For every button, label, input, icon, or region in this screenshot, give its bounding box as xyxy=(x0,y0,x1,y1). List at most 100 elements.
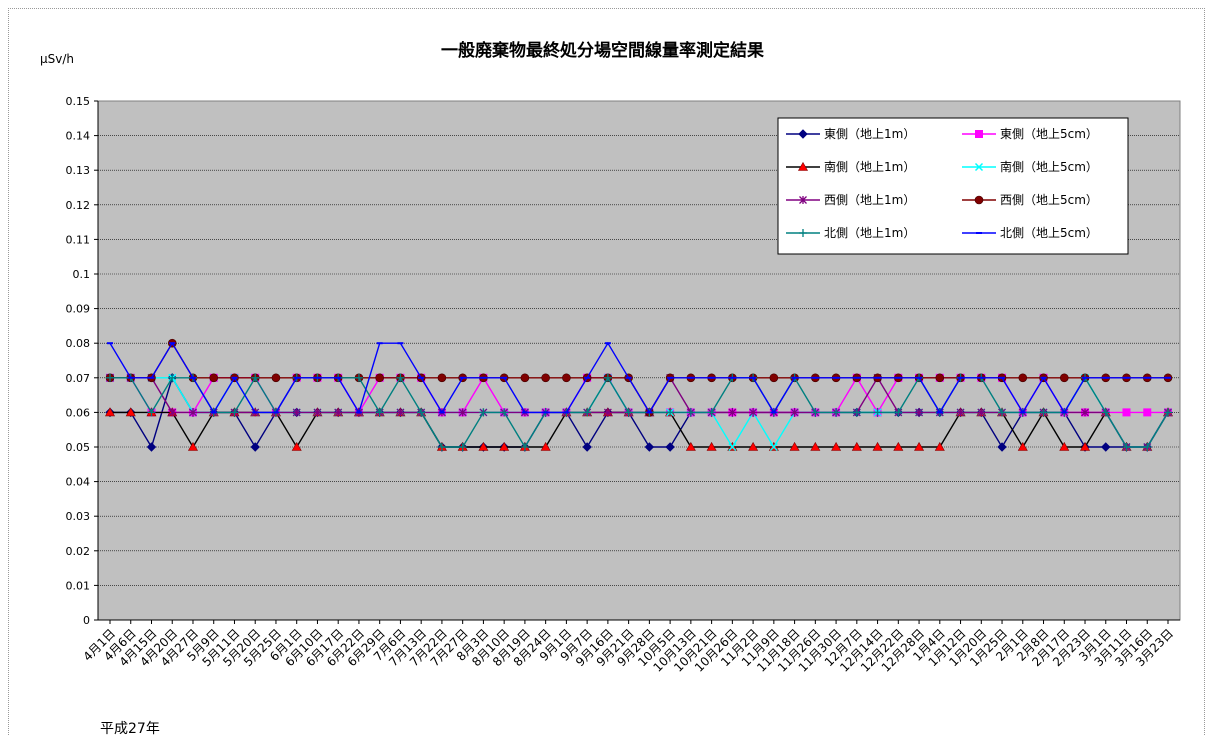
y-tick-label: 0.06 xyxy=(66,406,91,419)
data-point xyxy=(271,373,281,383)
legend-entry: 南側（地上1m） xyxy=(824,159,915,174)
data-point xyxy=(956,408,965,417)
data-point xyxy=(998,408,1007,417)
data-point xyxy=(1059,441,1070,451)
data-point xyxy=(790,408,799,417)
data-point xyxy=(334,408,343,417)
data-point xyxy=(189,408,197,417)
y-tick-label: 0.04 xyxy=(66,476,91,489)
data-point xyxy=(250,442,260,452)
data-point xyxy=(666,408,675,417)
data-point xyxy=(915,408,924,417)
data-point xyxy=(934,441,945,451)
data-point xyxy=(396,373,405,382)
data-point xyxy=(1143,443,1152,451)
chart-title: 一般廃棄物最終処分場空間線量率測定結果 xyxy=(441,41,764,61)
data-point xyxy=(500,408,509,417)
legend-swatch-marker xyxy=(799,196,807,204)
data-point xyxy=(851,441,862,451)
data-point xyxy=(832,408,841,417)
legend-swatch-marker xyxy=(974,162,984,172)
data-point xyxy=(1122,408,1131,417)
legend-swatch-marker xyxy=(798,129,808,139)
legend-entry: 西側（地上1m） xyxy=(824,193,915,207)
y-tick-label: 0.15 xyxy=(66,95,91,108)
legend-swatch-marker xyxy=(974,195,984,205)
data-point xyxy=(624,408,633,417)
data-point xyxy=(499,441,510,451)
data-point xyxy=(1164,408,1172,417)
data-point xyxy=(769,442,778,452)
data-point xyxy=(644,442,655,452)
y-tick-label: 0.02 xyxy=(66,545,91,558)
data-point xyxy=(396,408,405,417)
legend-entry: 東側（地上5cm） xyxy=(1000,127,1098,141)
y-axis-unit-label: μSv/h xyxy=(40,52,75,66)
legend-entry: 東側（地上1m） xyxy=(824,127,915,141)
data-point xyxy=(1080,441,1091,451)
data-point xyxy=(313,408,322,417)
y-tick-label: 0.07 xyxy=(66,372,91,385)
data-point xyxy=(665,442,675,452)
legend-swatch-marker xyxy=(799,229,807,237)
data-point xyxy=(146,442,157,452)
data-point xyxy=(1018,373,1028,383)
data-point xyxy=(686,408,695,417)
y-tick-label: 0.1 xyxy=(73,268,91,281)
legend-entry: 北側（地上1m） xyxy=(824,226,915,240)
y-tick-label: 0.12 xyxy=(66,199,91,212)
data-point xyxy=(707,408,716,417)
data-point xyxy=(1039,408,1048,417)
data-point xyxy=(894,408,903,417)
data-point xyxy=(458,443,467,451)
y-tick-label: 0.13 xyxy=(66,164,91,177)
data-point xyxy=(583,408,592,417)
data-point xyxy=(977,408,986,417)
y-tick-label: 0.08 xyxy=(66,337,91,350)
data-point xyxy=(706,441,717,451)
data-point xyxy=(603,373,612,382)
data-point xyxy=(852,408,861,417)
data-point xyxy=(562,373,571,383)
data-point xyxy=(1143,408,1152,417)
data-point xyxy=(997,442,1007,452)
data-point xyxy=(437,373,447,383)
data-point xyxy=(1122,443,1131,451)
data-point xyxy=(375,408,384,417)
data-point xyxy=(603,408,612,417)
y-tick-label: 0.03 xyxy=(66,510,91,523)
data-point xyxy=(811,408,820,417)
data-point xyxy=(251,373,260,382)
chart-footer-year: 平成27年 xyxy=(100,721,160,737)
legend-swatch-marker xyxy=(975,130,983,138)
y-tick-label: 0.05 xyxy=(66,441,91,454)
data-point xyxy=(292,408,301,417)
data-point xyxy=(831,441,842,451)
data-point xyxy=(1081,408,1089,417)
data-point xyxy=(375,373,384,383)
series-line-8 xyxy=(109,341,1168,415)
data-point xyxy=(769,373,779,383)
data-point xyxy=(873,408,882,417)
data-point xyxy=(1017,441,1028,451)
data-point xyxy=(728,408,737,417)
data-point xyxy=(437,443,446,451)
data-point xyxy=(417,408,426,417)
data-point xyxy=(168,408,177,417)
data-point xyxy=(520,373,530,383)
data-point xyxy=(230,408,239,417)
data-point xyxy=(291,441,302,451)
data-point xyxy=(749,408,758,417)
legend-entry: 北側（地上5cm） xyxy=(1000,226,1098,240)
y-tick-label: 0.11 xyxy=(66,233,91,246)
y-tick-label: 0.01 xyxy=(66,579,91,592)
data-point xyxy=(872,441,883,451)
data-point xyxy=(685,441,696,451)
data-point xyxy=(520,443,529,451)
data-point xyxy=(810,441,821,451)
legend-entry: 南側（地上5cm） xyxy=(1000,159,1098,174)
data-point xyxy=(748,441,759,451)
y-tick-label: 0.09 xyxy=(66,303,91,316)
data-point xyxy=(106,373,114,382)
data-point xyxy=(728,442,737,452)
